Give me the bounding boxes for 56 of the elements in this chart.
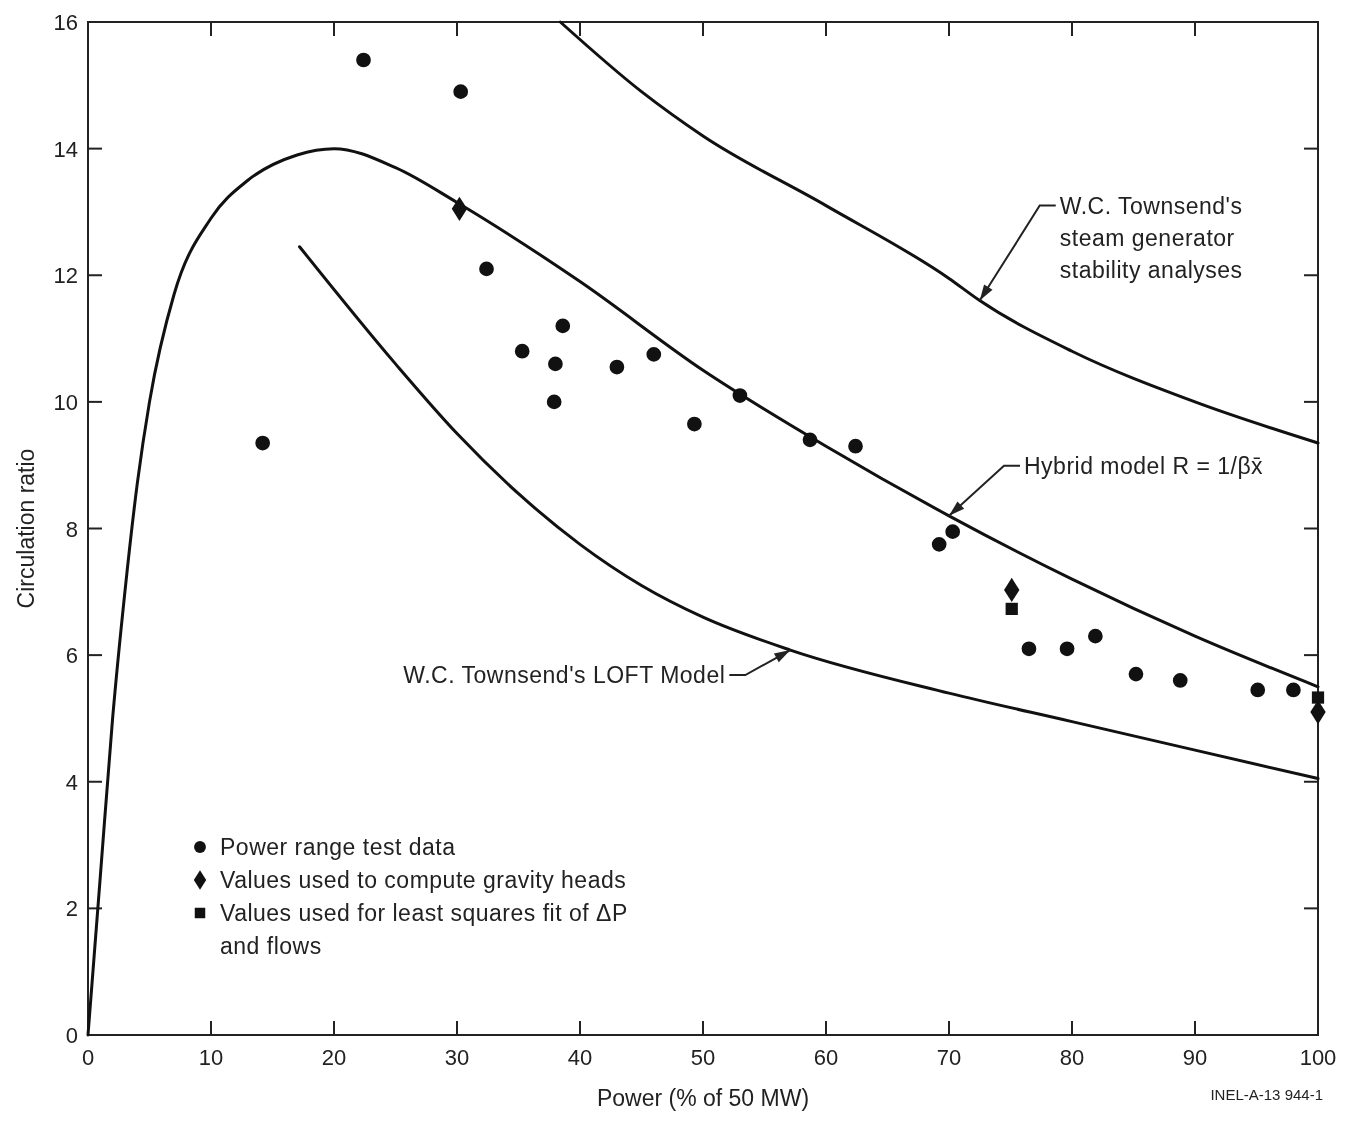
point bbox=[1005, 602, 1018, 616]
y-tick-label: 10 bbox=[53, 389, 78, 415]
x-tick-label: 70 bbox=[936, 1045, 962, 1070]
x-tick-label: 40 bbox=[567, 1045, 593, 1070]
y-tick-label: 8 bbox=[65, 516, 78, 542]
point bbox=[931, 536, 947, 552]
point bbox=[514, 343, 530, 359]
point bbox=[479, 261, 494, 277]
point bbox=[546, 394, 562, 410]
point bbox=[1311, 691, 1325, 704]
point bbox=[1088, 628, 1103, 644]
x-tick-label: 100 bbox=[1299, 1045, 1337, 1070]
point bbox=[548, 356, 563, 372]
x-axis-title: Power (% of 50 MW) bbox=[596, 1085, 810, 1111]
point bbox=[646, 347, 662, 362]
line-series bbox=[86, 147, 1320, 1037]
x-tick-label: 90 bbox=[1182, 1045, 1208, 1070]
y-tick-label: 2 bbox=[65, 896, 78, 922]
annotation: W.C. Townsend's LOFT Model bbox=[403, 662, 726, 689]
x-tick-label: 10 bbox=[198, 1045, 224, 1070]
y-tick-label: 14 bbox=[53, 136, 78, 162]
annotation: W.C. Townsend's steam generator stability analyses bbox=[1059, 192, 1243, 283]
y-tick-label: 6 bbox=[65, 643, 78, 669]
x-tick-label: 50 bbox=[690, 1045, 716, 1070]
point bbox=[802, 432, 818, 448]
legend-label: Values used to compute gravity heads bbox=[220, 867, 627, 893]
point bbox=[609, 359, 625, 375]
point bbox=[1021, 641, 1037, 657]
x-tick-label: 80 bbox=[1059, 1045, 1085, 1070]
point bbox=[732, 388, 748, 403]
y-tick-label: 12 bbox=[53, 263, 78, 289]
point bbox=[1059, 641, 1075, 657]
text: INEL-A-13 944-1 bbox=[1210, 1086, 1323, 1103]
point bbox=[848, 438, 863, 454]
point bbox=[1172, 673, 1188, 688]
point bbox=[555, 318, 571, 334]
point bbox=[945, 524, 961, 540]
y-tick-label: 16 bbox=[53, 10, 78, 35]
x-tick-label: 60 bbox=[813, 1045, 839, 1070]
legend-label: Values used for least squares fit of ΔP and flows bbox=[220, 900, 628, 959]
point bbox=[356, 52, 371, 68]
annotation: Hybrid model R = 1/βx̄ bbox=[1024, 452, 1264, 479]
point bbox=[1286, 682, 1301, 698]
line-series bbox=[558, 20, 1320, 445]
point bbox=[1128, 666, 1144, 682]
x-tick-label: 30 bbox=[444, 1045, 470, 1070]
legend-label: Power range test data bbox=[220, 834, 456, 860]
y-tick-label: 0 bbox=[65, 1023, 78, 1048]
point bbox=[255, 435, 271, 451]
y-axis-title: Circulation ratio bbox=[13, 448, 39, 609]
x-tick-label: 20 bbox=[321, 1045, 347, 1070]
point bbox=[1250, 682, 1266, 698]
point bbox=[453, 84, 469, 99]
x-tick-label: 0 bbox=[81, 1045, 95, 1070]
point bbox=[687, 416, 702, 432]
y-tick-label: 4 bbox=[65, 769, 78, 795]
